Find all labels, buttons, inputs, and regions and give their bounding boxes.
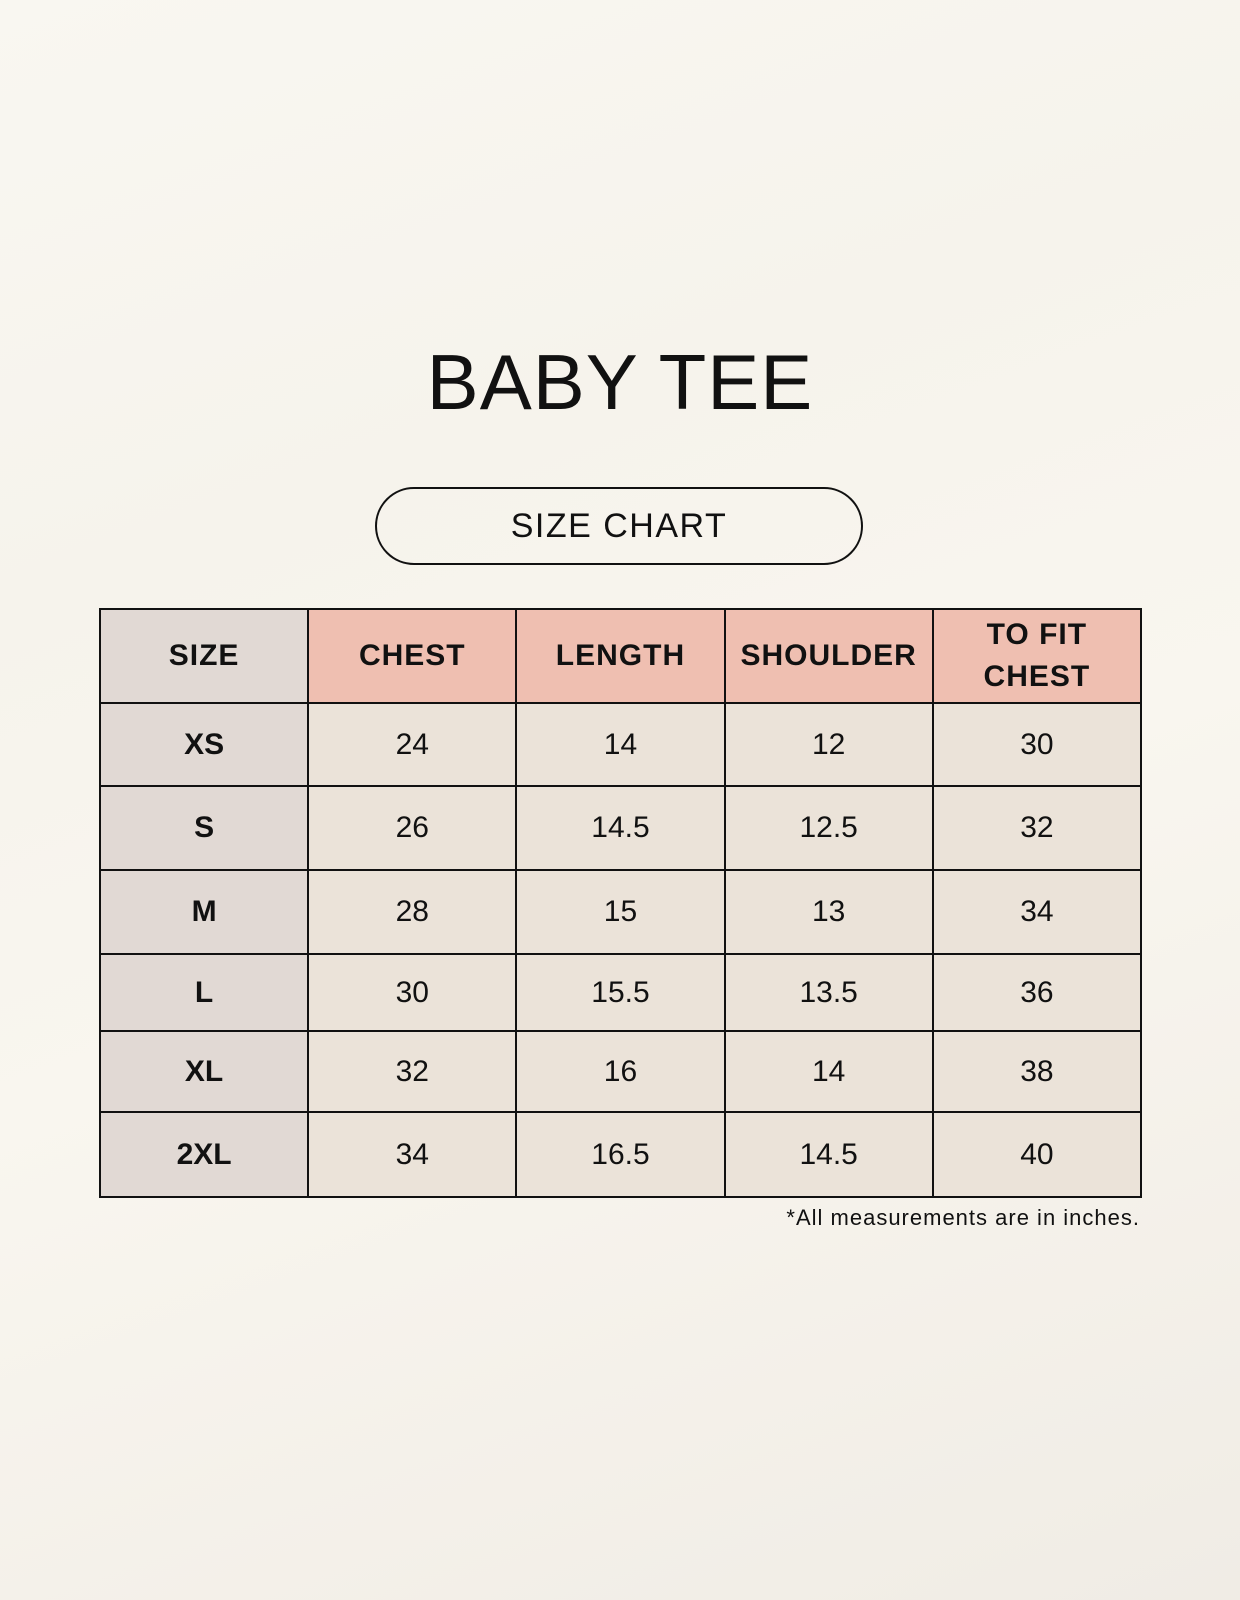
table-row: S 26 14.5 12.5 32 — [98, 785, 1143, 871]
size-cell: S — [98, 785, 310, 871]
header-to-fit-chest: TO FIT CHEST — [931, 608, 1143, 704]
header-length: LENGTH — [515, 608, 726, 704]
measurement-cell: 32 — [931, 785, 1143, 871]
header-shoulder: SHOULDER — [723, 608, 934, 704]
table-row: L 30 15.5 13.5 36 — [98, 953, 1143, 1032]
size-table: SIZE CHEST LENGTH SHOULDER TO FIT CHEST … — [98, 608, 1143, 1198]
measurement-cell: 12.5 — [723, 785, 934, 871]
table-row: 2XL 34 16.5 14.5 40 — [98, 1111, 1143, 1198]
page-title: BABY TEE — [426, 338, 814, 426]
measurement-cell: 14 — [723, 1030, 934, 1113]
measurement-cell: 12 — [723, 702, 934, 787]
measurement-cell: 34 — [307, 1111, 518, 1198]
measurement-cell: 16.5 — [515, 1111, 726, 1198]
measurement-cell: 24 — [307, 702, 518, 787]
table-row: M 28 15 13 34 — [98, 869, 1143, 955]
measurement-cell: 13.5 — [723, 953, 934, 1032]
measurement-cell: 14.5 — [723, 1111, 934, 1198]
measurement-cell: 15 — [515, 869, 726, 955]
size-cell: 2XL — [98, 1111, 310, 1198]
measurement-cell: 32 — [307, 1030, 518, 1113]
table-row: XS 24 14 12 30 — [98, 702, 1143, 787]
header-chest: CHEST — [307, 608, 518, 704]
measurement-cell: 15.5 — [515, 953, 726, 1032]
table-header-row: SIZE CHEST LENGTH SHOULDER TO FIT CHEST — [98, 608, 1143, 704]
size-cell: M — [98, 869, 310, 955]
measurement-cell: 34 — [931, 869, 1143, 955]
measurement-cell: 13 — [723, 869, 934, 955]
size-chart-label: SIZE CHART — [375, 487, 863, 565]
measurement-cell: 26 — [307, 785, 518, 871]
size-cell: XS — [98, 702, 310, 787]
size-cell: XL — [98, 1030, 310, 1113]
measurement-cell: 30 — [307, 953, 518, 1032]
size-cell: L — [98, 953, 310, 1032]
measurement-cell: 16 — [515, 1030, 726, 1113]
table-row: XL 32 16 14 38 — [98, 1030, 1143, 1113]
measurement-cell: 36 — [931, 953, 1143, 1032]
footnote: *All measurements are in inches. — [786, 1205, 1140, 1230]
measurement-cell: 38 — [931, 1030, 1143, 1113]
measurement-cell: 30 — [931, 702, 1143, 787]
header-size: SIZE — [98, 608, 310, 704]
measurement-cell: 28 — [307, 869, 518, 955]
measurement-cell: 14.5 — [515, 785, 726, 871]
measurement-cell: 14 — [515, 702, 726, 787]
measurement-cell: 40 — [931, 1111, 1143, 1198]
